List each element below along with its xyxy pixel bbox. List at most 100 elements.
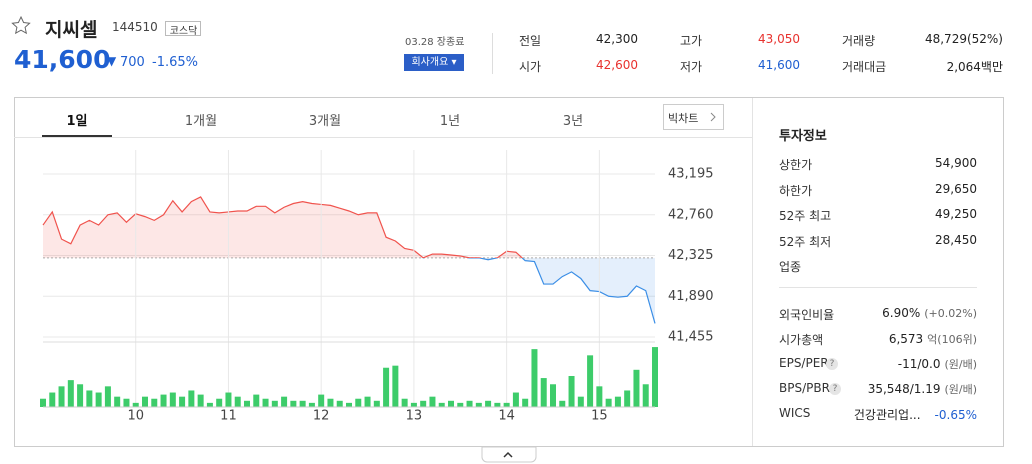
current-price: 41,600 (14, 45, 111, 74)
volume-bar (253, 394, 260, 407)
volume-bar (49, 392, 56, 407)
big-chart-label[interactable]: 빅차트 (668, 112, 699, 125)
volume-bar (373, 400, 380, 407)
x-tick-label: 14 (498, 409, 515, 424)
info-note: (원/배) (944, 358, 977, 371)
info-value: 54,900 (935, 156, 977, 170)
info-label: 52주 최고 (779, 209, 832, 223)
volume-bar (652, 347, 658, 407)
volume-bar (512, 392, 519, 407)
volume-bar (151, 398, 158, 407)
help-icon[interactable]: ? (829, 383, 841, 395)
info-note: -0.65% (934, 408, 977, 422)
tab[interactable]: 1개월 (184, 114, 218, 129)
info-label: 52주 최저 (779, 234, 832, 249)
info-label: 하한가 (779, 183, 813, 198)
big-chart-button[interactable] (663, 104, 724, 130)
info-value: 29,650 (935, 181, 977, 196)
volume-bar (401, 398, 408, 407)
y-tick-label: 41,455 (668, 330, 714, 345)
collapse-icon (503, 451, 513, 458)
volume-bar (318, 394, 325, 407)
info-label: WICS (779, 406, 811, 420)
info-note: 억(106위) (927, 333, 977, 346)
volume-bar (234, 396, 241, 407)
quote-label: 전일 (519, 34, 542, 48)
info-value: 6,573 (888, 332, 924, 346)
volume-bar (86, 390, 93, 407)
volume-bar (104, 386, 111, 407)
volume-bar (596, 386, 603, 407)
volume-bar (336, 400, 343, 407)
quote-label: 거래량 (842, 34, 876, 48)
tab[interactable]: 3개월 (308, 114, 342, 129)
volume-bar (346, 402, 352, 407)
quote-value: 43,050 (758, 32, 800, 46)
x-tick-label: 13 (406, 409, 423, 424)
quote-value: 48,729(52%) (924, 32, 1003, 46)
info-label: 상한가 (779, 158, 813, 172)
tab[interactable]: 1일 (66, 114, 88, 129)
x-tick-label: 10 (127, 409, 144, 424)
y-tick-label: 41,890 (668, 289, 714, 304)
volume-bar (290, 400, 297, 407)
volume-bar (448, 400, 454, 407)
tab[interactable]: 3년 (562, 114, 584, 129)
info-value: 35,548/1.19 (867, 382, 941, 396)
market-badge (165, 21, 201, 36)
favorite-star[interactable] (11, 15, 31, 35)
volume-bar (587, 355, 594, 407)
volume-bar (559, 400, 566, 407)
info-value: 건강관리업... (853, 408, 921, 422)
info-label: BPS/PBR (779, 381, 830, 395)
quote-label: 시가 (519, 60, 542, 74)
info-label: 외국인비율 (779, 308, 835, 322)
volume-bar (383, 367, 390, 407)
volume-bar (531, 349, 538, 407)
help-icon[interactable]: ? (826, 358, 838, 370)
info-title: 투자정보 (779, 129, 827, 144)
volume-bar (503, 402, 510, 407)
volume-bar (160, 394, 167, 407)
quote-label: 고가 (680, 34, 703, 48)
company-button-label: 회사개요 (411, 57, 449, 68)
price-area (43, 196, 655, 324)
volume-bar (299, 400, 306, 407)
info-value: 6.90% (882, 306, 921, 320)
volume-bar (225, 392, 232, 407)
plot: 43,195 42,760 42,325 41,890 41,455 10 11 12 13 14… (40, 150, 714, 424)
volume-bar (40, 398, 46, 407)
quote-label: 저가 (680, 60, 703, 74)
quote-value: 42,600 (596, 58, 638, 72)
company-button[interactable]: 회사개요 ▾ (404, 54, 464, 71)
volume-bar (308, 402, 315, 407)
volume-bar (485, 400, 492, 407)
info-value-group: -11/0.0 (원/배) (898, 356, 977, 372)
info-value: 28,450 (935, 232, 977, 247)
quote-value: 41,600 (758, 58, 800, 72)
y-tick-label: 42,760 (668, 207, 714, 222)
volume-bar (577, 396, 584, 407)
volume-bar (438, 402, 445, 407)
volume-bar (244, 400, 250, 407)
volume-bar (197, 394, 204, 407)
stock-name: 지씨셀 (45, 19, 98, 41)
volume-bar (262, 398, 269, 407)
volume-bar (633, 369, 640, 407)
price-line (42, 196, 656, 324)
quote-value: 42,300 (596, 32, 638, 46)
tab[interactable]: 1년 (439, 114, 461, 129)
volume-bar (494, 402, 501, 407)
volume-bar (271, 400, 278, 407)
quote-label: 거래대금 (842, 60, 887, 74)
volume-bar (605, 398, 612, 407)
volume-bar (327, 398, 334, 407)
volume-bar (179, 396, 186, 407)
y-tick-label: 43,195 (668, 167, 714, 182)
volume-bar (540, 378, 547, 407)
volume-bar (364, 396, 371, 407)
volume-bar (169, 392, 176, 407)
info-value-group: 35,548/1.19 (원/배) (868, 381, 977, 397)
volume-bar (429, 396, 436, 407)
